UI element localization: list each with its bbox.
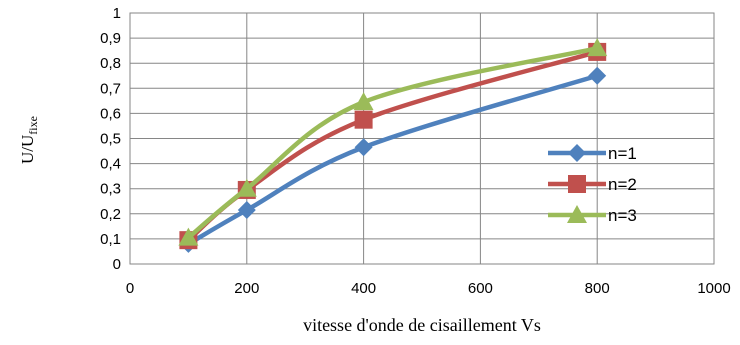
data-point-n=1 (588, 66, 607, 85)
y-axis-label: U/Ufixe (18, 116, 40, 164)
legend-label: n=1 (608, 144, 637, 163)
legend-label: n=2 (608, 175, 637, 194)
y-axis-label-main: U/U (18, 135, 37, 164)
axes: 0 0,1 0,2 0,3 0,4 0,5 0,6 0,7 0,8 0,9 1 0 200 400 600 8… (100, 5, 731, 297)
y-tick-label: 0 (113, 256, 121, 273)
data-point-n=3 (587, 38, 608, 57)
data-point-n=3 (353, 92, 374, 111)
data-point-n=2 (354, 110, 373, 129)
legend-marker-n=1 (568, 144, 586, 162)
y-tick-label: 0,7 (100, 80, 121, 97)
data-point-n=1 (237, 201, 256, 220)
legend: n=1 n=2 n=3 (548, 144, 637, 225)
y-tick-label: 0,8 (100, 55, 121, 72)
y-tick-label: 0,5 (100, 131, 121, 148)
data-point-n=1 (354, 138, 373, 157)
x-tick-label: 800 (585, 280, 610, 297)
legend-marker-n=2 (568, 175, 586, 193)
legend-marker-n=3 (567, 205, 587, 223)
x-tick-label: 200 (234, 280, 259, 297)
x-axis-label: vitesse d'onde de cisaillement Vs (303, 315, 541, 335)
series-line-n=3 (186, 45, 600, 240)
y-axis-label-sub: fixe (26, 116, 40, 135)
x-tick-label: 600 (468, 280, 493, 297)
y-tick-label: 0,9 (100, 30, 121, 47)
y-tick-label: 1 (113, 5, 121, 22)
y-tick-label: 0,3 (100, 181, 121, 198)
y-tick-label: 0,2 (100, 206, 121, 223)
data-point-n=3 (236, 178, 257, 197)
x-tick-label: 1000 (697, 280, 730, 297)
y-tick-label: 0,4 (100, 156, 121, 173)
legend-label: n=3 (608, 206, 637, 225)
series-line-n=1 (186, 73, 600, 247)
series (178, 38, 608, 253)
y-tick-label: 0,6 (100, 105, 121, 122)
y-tick-label: 0,1 (100, 231, 121, 248)
x-tick-label: 400 (351, 280, 376, 297)
data-point-n=3 (178, 227, 199, 246)
x-tick-label: 0 (126, 280, 134, 297)
plot-frame (129, 12, 715, 265)
